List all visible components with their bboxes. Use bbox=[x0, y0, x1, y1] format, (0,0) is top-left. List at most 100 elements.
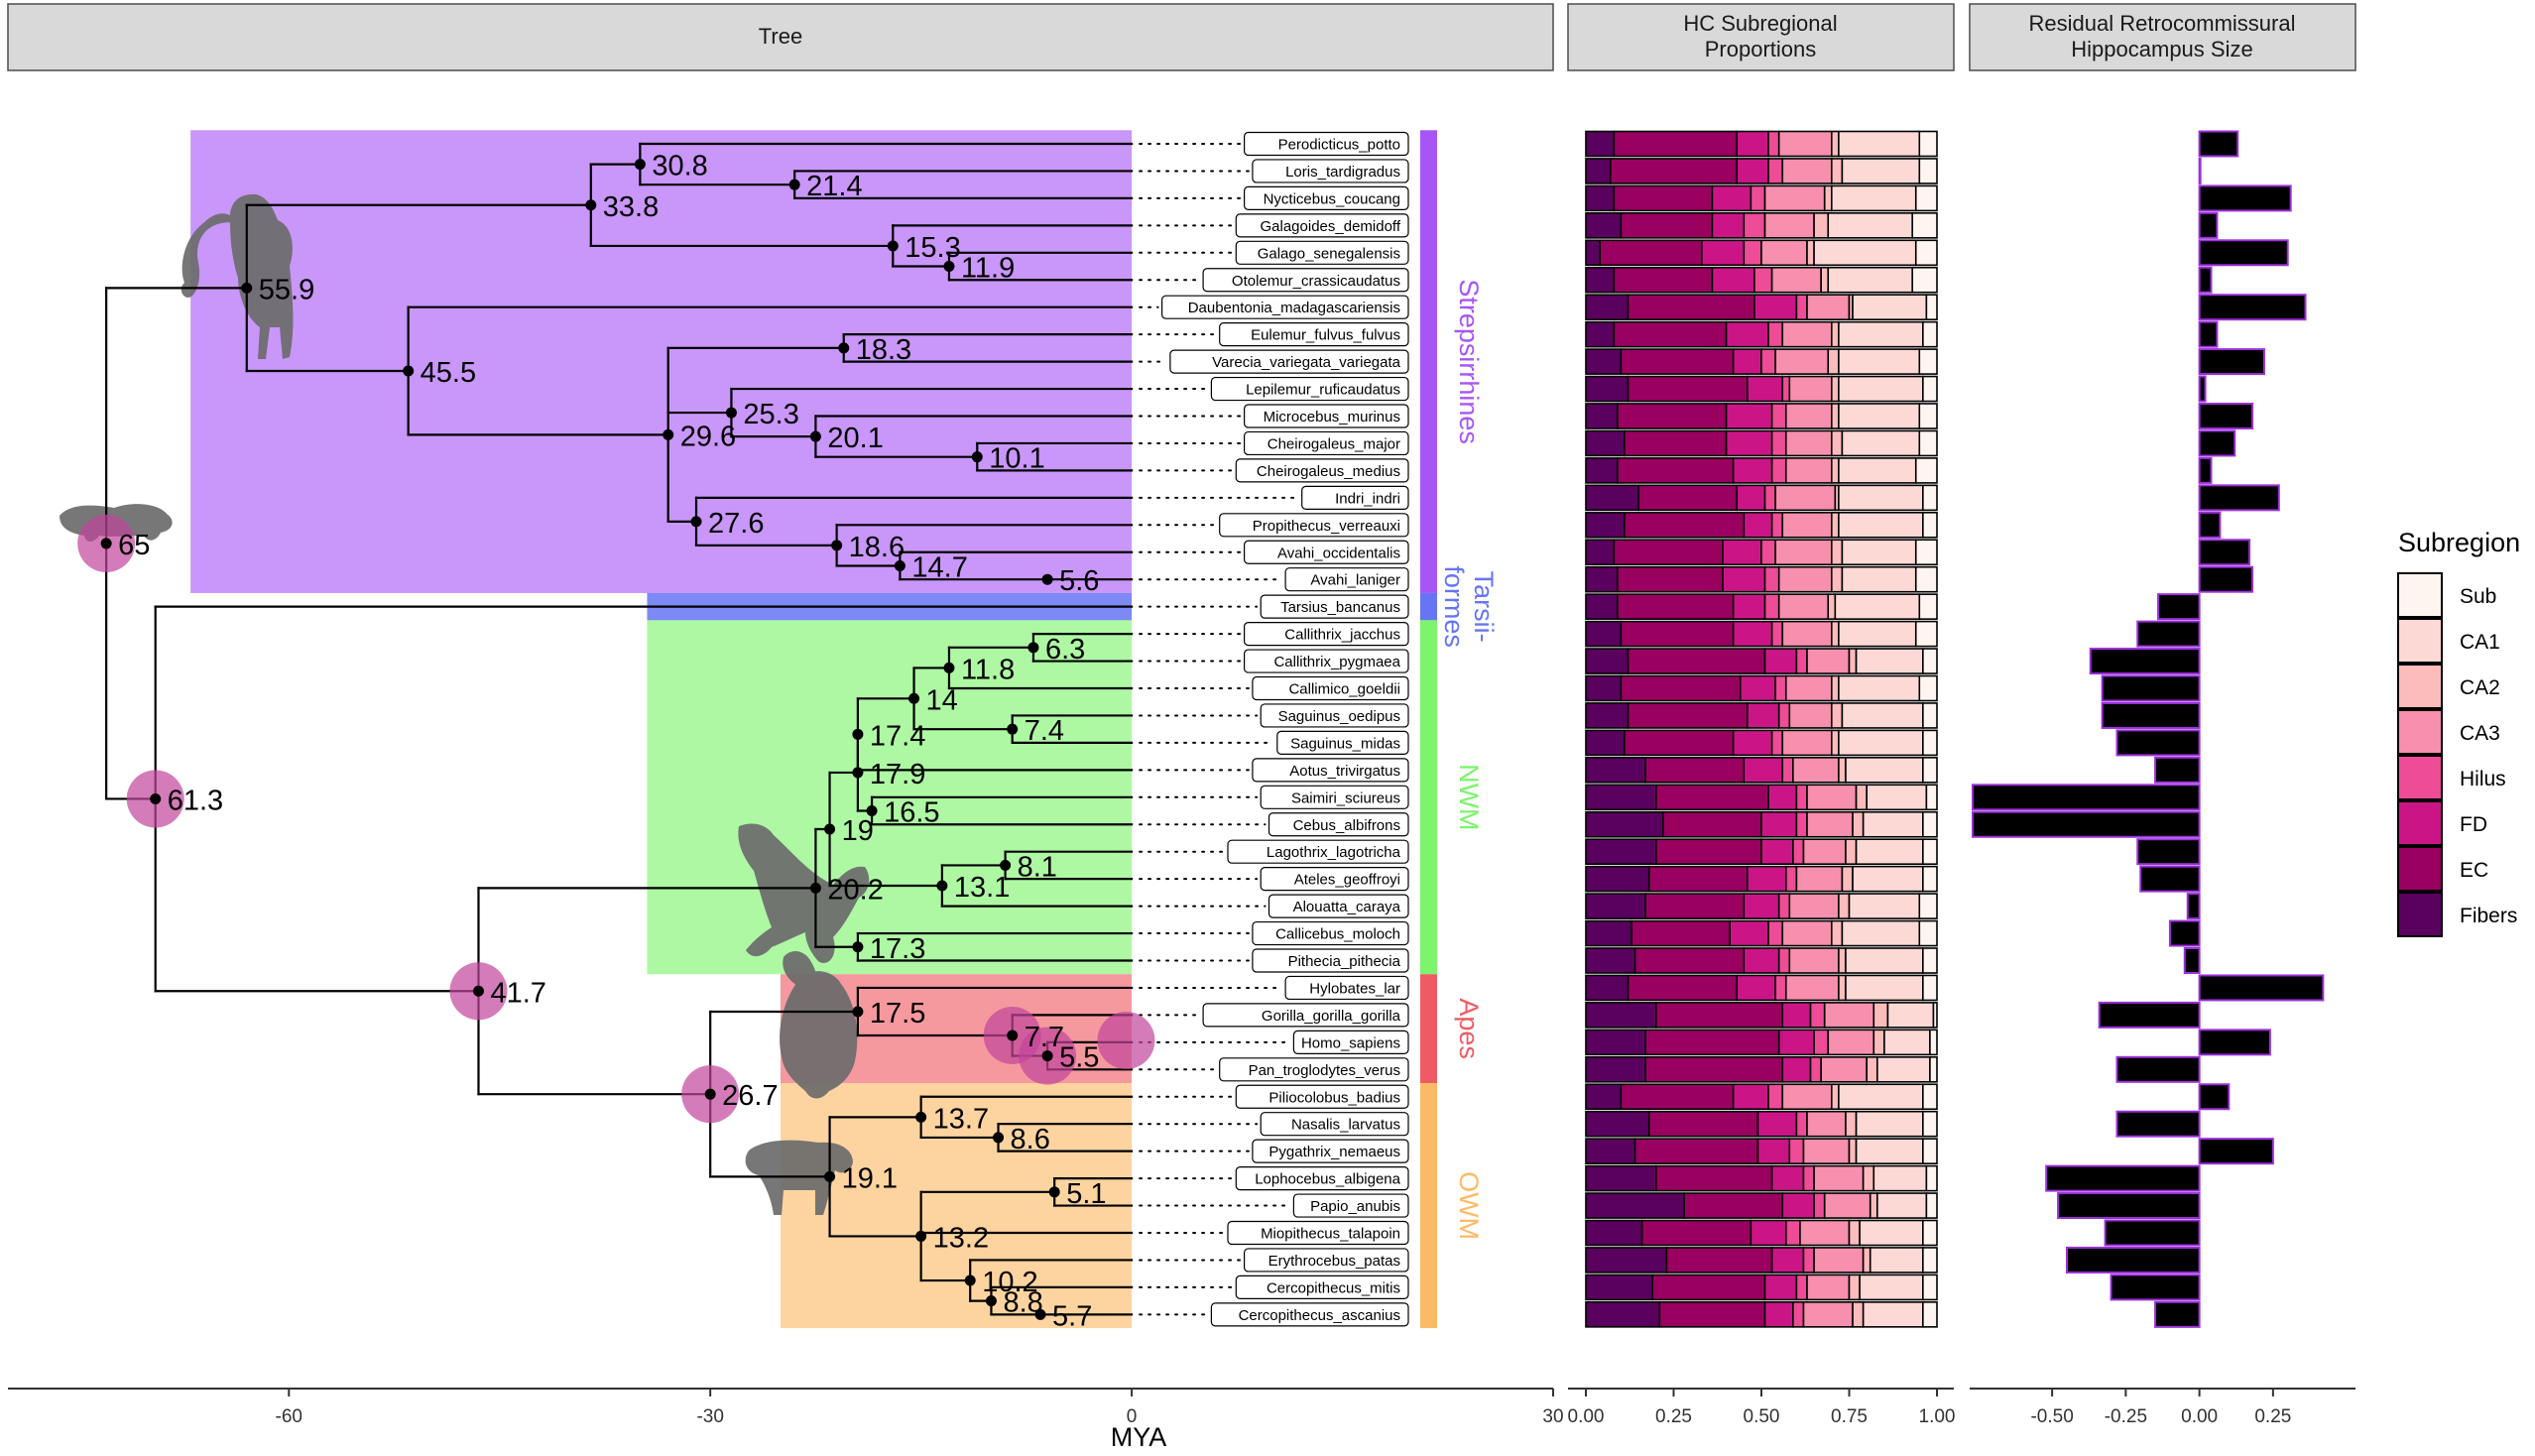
hc-segment-hilus bbox=[1777, 947, 1791, 974]
hc-segment-fibers bbox=[1585, 1192, 1685, 1219]
hc-segment-ca2 bbox=[1813, 212, 1830, 239]
hc-segment-sub bbox=[1922, 484, 1938, 512]
hc-segment-ca3 bbox=[1763, 184, 1826, 212]
node-age-label: 65 bbox=[118, 530, 150, 561]
legend-swatch bbox=[2397, 892, 2443, 937]
legend-label: CA3 bbox=[2460, 722, 2500, 745]
hc-segment-ca3 bbox=[1802, 838, 1847, 866]
hc-segment-fd bbox=[1750, 1219, 1787, 1247]
hc-segment-fd bbox=[1747, 702, 1780, 729]
hc-segment-ec bbox=[1627, 702, 1749, 729]
tree-x-tick-label: -60 bbox=[276, 1406, 302, 1427]
hc-segment-ca2 bbox=[1831, 1083, 1840, 1111]
residual-bar bbox=[2198, 239, 2289, 267]
hc-segment-hilus bbox=[1792, 838, 1805, 866]
residual-bar bbox=[2157, 593, 2201, 621]
node-point bbox=[1007, 723, 1019, 735]
node-age-label: 5.1 bbox=[1066, 1178, 1106, 1210]
hc-segment-sub bbox=[1922, 320, 1938, 348]
hc-segment-fibers bbox=[1585, 865, 1650, 893]
hc-segment-ec bbox=[1633, 947, 1746, 974]
hc-segment-fibers bbox=[1585, 1083, 1623, 1111]
hc-segment-ca2 bbox=[1831, 158, 1844, 184]
node-point bbox=[985, 1295, 997, 1307]
hc-segment-ec bbox=[1624, 429, 1728, 457]
hc-segment-ca3 bbox=[1802, 1301, 1854, 1328]
hc-segment-ca2 bbox=[1852, 1301, 1865, 1328]
node-age-label: 26.7 bbox=[722, 1080, 778, 1112]
residual-x-tick-label: 0.25 bbox=[2254, 1406, 2291, 1427]
node-age-label: 13.2 bbox=[933, 1222, 989, 1254]
hc-segment-ca3 bbox=[1781, 729, 1833, 757]
legend: Subregion Sub CA1 CA2 CA3 Hilus FD EC Fibers bbox=[2397, 528, 2520, 937]
hc-segment-ca1 bbox=[1845, 757, 1924, 784]
node-point bbox=[993, 1132, 1005, 1144]
hc-segment-ca2 bbox=[1831, 539, 1844, 566]
tip-label-box bbox=[1210, 376, 1409, 402]
hc-segment-hilus bbox=[1760, 348, 1776, 375]
node-age-label: 8.6 bbox=[1011, 1124, 1050, 1155]
hc-segment-ca3 bbox=[1781, 158, 1833, 184]
hc-segment-sub bbox=[1929, 1029, 1938, 1056]
hc-segment-ca1 bbox=[1838, 320, 1924, 348]
hc-segment-hilus bbox=[1795, 1274, 1808, 1301]
hc-segment-fibers bbox=[1585, 403, 1619, 429]
hc-segment-ca1 bbox=[1838, 348, 1921, 375]
hc-segment-fd bbox=[1763, 648, 1798, 674]
hc-segment-ca2 bbox=[1872, 1002, 1889, 1029]
hc-segment-sub bbox=[1911, 266, 1938, 294]
hc-segment-ca1 bbox=[1838, 130, 1921, 158]
tip-label: Lagothrix_lagotricha bbox=[1267, 844, 1401, 861]
legend-label: EC bbox=[2460, 859, 2488, 882]
hc-segment-ec bbox=[1683, 1192, 1784, 1219]
hc-segment-sub bbox=[1922, 1247, 1938, 1274]
hc-segment-fd bbox=[1781, 1192, 1815, 1219]
node-age-label: 5.6 bbox=[1059, 565, 1099, 597]
residual-bar bbox=[1971, 810, 2201, 838]
hc-segment-ec bbox=[1630, 919, 1731, 947]
hc-segment-fd bbox=[1767, 784, 1798, 811]
node-age-label: 18.3 bbox=[856, 334, 911, 366]
tip-label-box bbox=[1160, 295, 1409, 319]
residual-bar bbox=[2198, 184, 2292, 212]
node-age-label: 20.1 bbox=[827, 423, 883, 454]
hc-segment-sub bbox=[1922, 729, 1938, 757]
tip-label: Loris_tardigradus bbox=[1285, 164, 1400, 181]
node-point bbox=[403, 365, 415, 377]
hc-segment-ca3 bbox=[1763, 212, 1815, 239]
tip-label-box bbox=[1243, 540, 1409, 564]
hc-segment-ec bbox=[1620, 1083, 1735, 1111]
node-age-label: 16.5 bbox=[884, 797, 939, 829]
node-point bbox=[788, 179, 800, 190]
tip-label-box bbox=[1260, 867, 1409, 892]
hc-segment-ca2 bbox=[1838, 947, 1847, 974]
hc-segment-ca1 bbox=[1838, 729, 1924, 757]
lemur-silhouette-icon bbox=[181, 193, 294, 359]
residual-bar bbox=[2198, 130, 2239, 158]
residual-bar bbox=[2198, 565, 2254, 593]
hc-segment-ca2 bbox=[1845, 1110, 1858, 1138]
hc-segment-hilus bbox=[1795, 810, 1808, 838]
hc-segment-ca1 bbox=[1862, 810, 1924, 838]
hc-segment-ca2 bbox=[1806, 239, 1815, 267]
hc-segment-ca3 bbox=[1777, 565, 1833, 593]
hc-segment-fibers bbox=[1585, 212, 1623, 239]
hc-segment-hilus bbox=[1781, 375, 1791, 403]
tip-label: Otolemur_crassicaudatus bbox=[1232, 273, 1400, 290]
node-age-label: 11.9 bbox=[961, 253, 1015, 285]
clade-label-owm: OWM bbox=[1454, 1171, 1484, 1240]
hc-segment-fd bbox=[1729, 919, 1769, 947]
node-age-label: 8.1 bbox=[1018, 851, 1057, 883]
node-point bbox=[915, 1230, 927, 1242]
residual-bar bbox=[2136, 620, 2201, 648]
hc-segment-ca3 bbox=[1788, 893, 1840, 919]
hc-segment-fibers bbox=[1585, 429, 1626, 457]
hc-x-tick-label: 0.00 bbox=[1568, 1406, 1605, 1427]
hc-segment-sub bbox=[1914, 184, 1938, 212]
node-point bbox=[971, 451, 983, 463]
hc-segment-fd bbox=[1743, 757, 1784, 784]
hc-segment-fibers bbox=[1585, 593, 1619, 620]
clade-bar-strep bbox=[1420, 130, 1437, 593]
hc-segment-hilus bbox=[1777, 893, 1791, 919]
hc-segment-hilus bbox=[1770, 403, 1787, 429]
